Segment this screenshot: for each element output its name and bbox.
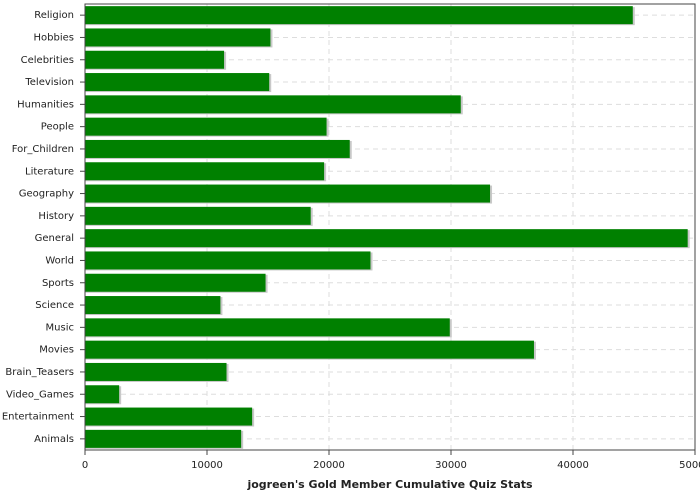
y-tick-label: Religion: [34, 10, 74, 21]
y-tick-label: General: [35, 233, 74, 244]
bar: [85, 73, 270, 92]
bar: [85, 385, 120, 404]
bar: [85, 273, 266, 292]
y-tick-label: Celebrities: [21, 55, 74, 66]
bar: [85, 162, 325, 181]
plot-frame: [84, 3, 696, 451]
bar: [85, 340, 534, 359]
y-tick-label: Science: [35, 300, 74, 311]
y-tick-label: Music: [46, 322, 74, 333]
bar: [85, 229, 688, 248]
x-tick-label: 20000: [313, 460, 345, 471]
x-tick-label: 0: [82, 460, 88, 471]
y-tick-label: For_Children: [12, 144, 74, 155]
bar: [85, 117, 327, 136]
y-tick-label: People: [41, 122, 74, 133]
x-axis-label: jogreen's Gold Member Cumulative Quiz St…: [246, 478, 533, 491]
bar: [85, 318, 450, 337]
y-tick-label: Sports: [42, 278, 74, 289]
x-tick-label: 30000: [435, 460, 467, 471]
bar: [85, 251, 371, 270]
y-tick-label: Video_Games: [6, 389, 74, 400]
bar: [85, 28, 271, 47]
y-tick-label: Movies: [39, 345, 74, 356]
bar: [85, 50, 225, 69]
y-tick-label: Television: [24, 77, 74, 88]
x-tick-label: 10000: [191, 460, 223, 471]
bar: [85, 206, 311, 225]
y-tick-label: Literature: [25, 166, 74, 177]
bar: [85, 184, 491, 203]
bar: [85, 6, 633, 25]
y-tick-label: World: [45, 255, 74, 266]
bar: [85, 95, 461, 114]
bar: [85, 139, 350, 158]
y-tick-label: Geography: [19, 189, 74, 200]
bar: [85, 429, 242, 448]
y-tick-label: Entertainment: [2, 412, 74, 423]
bar: [85, 407, 253, 426]
x-tick-label: 40000: [557, 460, 589, 471]
y-tick-label: Humanities: [17, 99, 74, 110]
y-tick-label: History: [38, 211, 74, 222]
bar: [85, 362, 227, 381]
y-tick-label: Animals: [34, 434, 74, 445]
bar: [85, 296, 221, 315]
y-tick-label: Brain_Teasers: [5, 367, 74, 378]
y-tick-label: Hobbies: [34, 32, 74, 43]
x-tick-label: 50000: [679, 460, 700, 471]
